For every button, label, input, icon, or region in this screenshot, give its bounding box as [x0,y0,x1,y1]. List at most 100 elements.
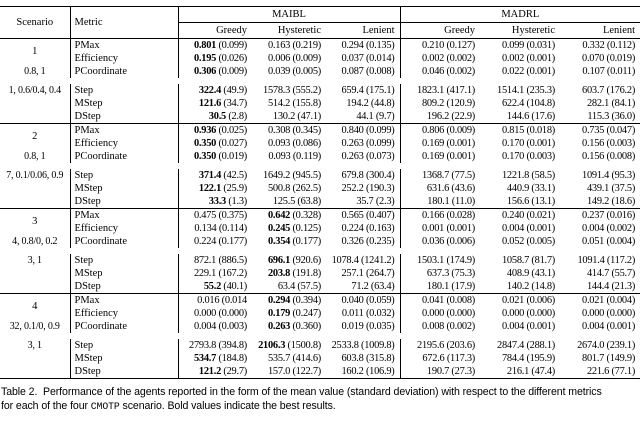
std-value: (0.345) [290,125,321,136]
std-value: (1241.2) [358,255,395,266]
value-cell: 0.021 (0.006) [480,293,561,307]
std-value: (0.002) [444,66,476,77]
mean-value: 0.475 [193,210,217,221]
value-cell: 784.4 (195.9) [480,352,560,365]
metric-cell: MStep [69,352,179,365]
mean-value: 0.332 [582,40,605,51]
mean-value: 157.0 [267,366,291,377]
table-row: 3 4, 0.8/0, 0.2 3, 1 PMax 0.475 (0.375) 0.642… [0,208,640,294]
table-row: DStep 33.3 (1.3) 125.5 (63.8) 35.7 (2.3) 180… [0,195,640,209]
mean-value: 140.2 [506,281,530,292]
value-cell: 534.7 (184.8) [178,352,252,365]
value-cell: 322.4 (49.9) [178,84,252,97]
std-value: (0.073) [363,151,395,162]
mean-value: 35.7 [356,196,374,207]
metric-cell: PCoordinate [69,150,179,163]
mean-value: 221.6 [586,366,610,377]
mean-value: 0.294 [267,295,291,306]
value-cell: 55.2 (40.1) [178,280,252,294]
mean-value: 0.004 [582,223,605,234]
std-value: (117.2) [604,255,636,266]
value-cell: 0.224 (0.163) [326,222,400,235]
std-value: (195.9) [524,353,556,364]
mean-value: 322.4 [198,85,222,96]
value-cell: 0.815 (0.018) [480,123,561,137]
mean-value: 0.087 [341,66,364,77]
table-row: Step 872.1 (886.5) 696.1 (920.6) 1078.4 (12… [0,254,640,267]
metric-cell: MStep [69,267,179,280]
std-value: (0.006) [524,295,556,306]
std-value: (21.3) [609,281,636,292]
mean-value: 659.4 [341,85,364,96]
mean-value: 149.2 [586,196,610,207]
scenario-params-1: 32, 0.1/0, 0.9 [9,321,60,332]
mean-value: 0.169 [421,138,445,149]
std-value: (0.099) [363,125,395,136]
mean-value: 414.7 [586,268,610,279]
std-value: (37.5) [609,183,636,194]
value-cell: 0.350 (0.019) [178,150,252,163]
value-cell: 371.4 (42.5) [178,169,252,182]
mean-value: 156.6 [506,196,530,207]
std-value: (49.9) [221,85,247,96]
std-value: (95.3) [609,170,636,181]
table-row: PCoordinate 0.350 (0.019) 0.093 (0.119) 0.2… [0,150,640,163]
value-cell: 0.294 (0.394) [252,293,326,307]
std-value: (42.5) [221,170,247,181]
mean-value: 216.1 [506,366,530,377]
mean-value: 0.237 [582,210,605,221]
mean-value: 1091.4 [582,170,610,181]
metric-cell: Step [69,254,179,267]
table-row: PCoordinate 0.004 (0.003) 0.263 (0.360) 0.0… [0,320,640,333]
std-value: (0.008) [444,295,476,306]
std-value: (0.099) [363,138,395,149]
value-cell: 190.7 (27.3) [399,365,481,379]
std-value: (117.3) [444,353,476,364]
std-value: (13.1) [529,196,556,207]
value-cell: 0.011 (0.032) [326,307,400,320]
std-value: (174.9) [444,255,476,266]
std-value: (0.247) [290,308,321,319]
value-cell: 1091.4 (95.3) [560,169,640,182]
scenario-params-2: 3, 1 [27,340,42,351]
table-row: Efficiency 0.000 (0.000) 0.179 (0.247) 0.01… [0,307,640,320]
mean-value: 1649.2 [263,170,291,181]
std-value: (0.099) [216,40,247,51]
value-cell: 1221.8 (58.5) [480,169,560,182]
scenario-params-1: 4, 0.8/0, 0.2 [12,236,58,247]
value-cell: 0.354 (0.177) [252,235,326,248]
value-cell: 203.8 (191.8) [252,267,326,280]
mean-value: 408.9 [506,268,530,279]
metric-cell: MStep [69,182,179,195]
value-cell: 0.107 (0.011) [560,65,640,78]
value-cell: 672.6 (117.3) [399,352,481,365]
mean-value: 0.000 [582,308,605,319]
value-cell: 0.169 (0.001) [399,150,481,163]
mean-value: 160.2 [341,366,364,377]
metric-cell: PMax [69,293,179,307]
value-cell: 0.000 (0.000) [480,307,560,320]
mean-value: 0.004 [193,321,217,332]
std-value: (0.114) [216,223,247,234]
std-value: (886.5) [216,255,247,266]
std-value: (0.002) [444,321,476,332]
table-row: Efficiency 0.350 (0.027) 0.093 (0.086) 0.26… [0,137,640,150]
table-header: Scenario Metric MAIBL MADRL Greedy Hyste… [0,6,640,39]
column-header-scenario: Scenario [0,6,71,39]
mean-value: 144.4 [586,281,610,292]
value-cell: 0.565 (0.407) [326,208,401,222]
std-value: (176.2) [604,85,636,96]
std-value: (43.1) [529,268,556,279]
std-value: (235.3) [524,85,556,96]
std-value: (84.1) [609,98,636,109]
column-header-madrl-lenient: Lenient [560,22,640,39]
mean-value: 180.1 [426,281,450,292]
value-cell: 514.2 (155.8) [252,97,326,110]
value-cell: 140.2 (14.8) [480,280,560,294]
value-cell: 0.170 (0.003) [480,150,560,163]
mean-value: 71.2 [351,281,369,292]
std-value: (0.009) [444,125,476,136]
mean-value: 0.008 [421,321,445,332]
value-cell: 0.237 (0.016) [560,208,640,222]
value-cell: 0.000 (0.000) [560,307,640,320]
